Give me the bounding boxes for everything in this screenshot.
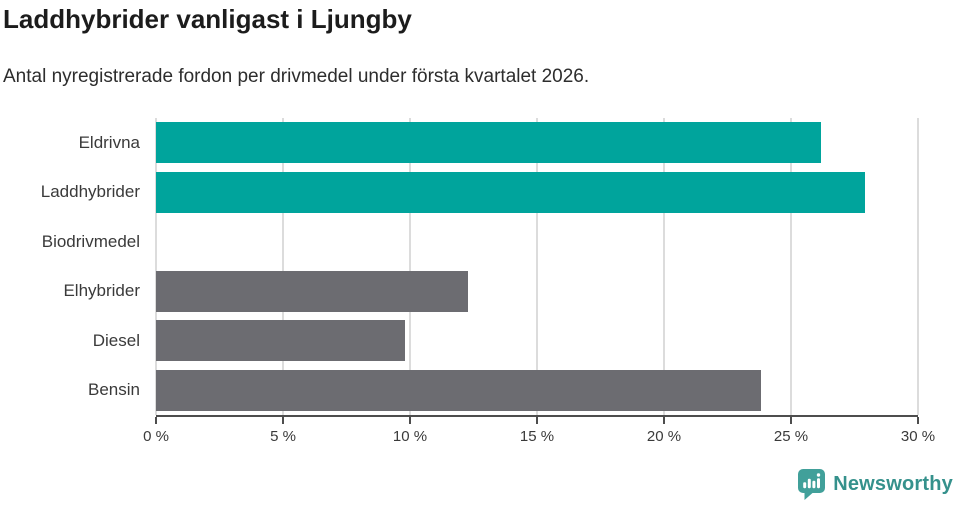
bar-bensin [156,369,761,411]
gridline [917,118,919,415]
x-axis-tickmark [663,417,665,424]
gridline [536,118,538,415]
x-axis-ticklabel: 15 % [519,428,555,445]
x-axis-ticklabel: 20 % [646,428,682,445]
category-label: Diesel [92,330,140,350]
bar-track [156,122,918,164]
x-axis-ticklabel: 0 % [143,428,169,445]
chart-row: Biodrivmedel [42,217,918,267]
x-axis-tickmark [282,417,284,424]
x-axis-tickmark [536,417,538,424]
x-axis-ticklabel: 30 % [900,428,936,445]
logo-bubble [798,469,826,500]
category-label: Elhybrider [63,281,140,301]
gridline [409,118,411,415]
x-axis: 0 % 5 % 10 % 15 % 20 % 25 % 30 % [143,415,935,455]
category-label: Eldrivna [78,132,140,152]
bar-track [156,171,918,213]
bar-eldrivna [156,122,822,164]
brand-footer[interactable]: Newsworthy [798,469,953,500]
x-axis-tickmark [409,417,411,424]
category-label: Biodrivmedel [41,231,140,251]
gridline [155,118,157,415]
chart-subtitle: Antal nyregistrerade fordon per drivmede… [3,66,590,87]
x-axis-ticklabel: 25 % [773,428,809,445]
bar-track [156,320,918,362]
bar-track [156,270,918,312]
gridline [282,118,284,415]
bar-track [156,369,918,411]
x-axis-ticklabel: 10 % [392,428,428,445]
bar-track [156,221,918,262]
chart-row: Eldrivna [79,118,918,168]
bar-laddhybrider [156,171,865,213]
gridline [663,118,665,415]
chart-row: Diesel [93,316,918,366]
gridline [790,118,792,415]
x-axis-tickmark [155,417,157,424]
bar-chart: Eldrivna Laddhybrider Biodrivmedel Elhybrid… [41,118,935,445]
chart-row: Laddhybrider [41,168,918,218]
x-axis-tickmark [917,417,919,424]
chart-row: Elhybrider [63,267,918,317]
x-axis-ticklabel: 5 % [270,428,296,445]
chart-rows: Eldrivna Laddhybrider Biodrivmedel Elhybrid… [41,118,918,416]
newsworthy-logo-icon [798,469,826,500]
category-label: Laddhybrider [40,182,140,202]
gridlines [155,118,919,415]
bar-diesel [156,320,405,362]
brand-name[interactable]: Newsworthy [833,473,953,495]
page-title: Laddhybrider vanligast i Ljungby [3,4,412,34]
chart-row: Bensin [88,366,918,416]
bar-elhybrider [156,270,469,312]
x-axis-tickmark [790,417,792,424]
category-label: Bensin [88,380,140,400]
